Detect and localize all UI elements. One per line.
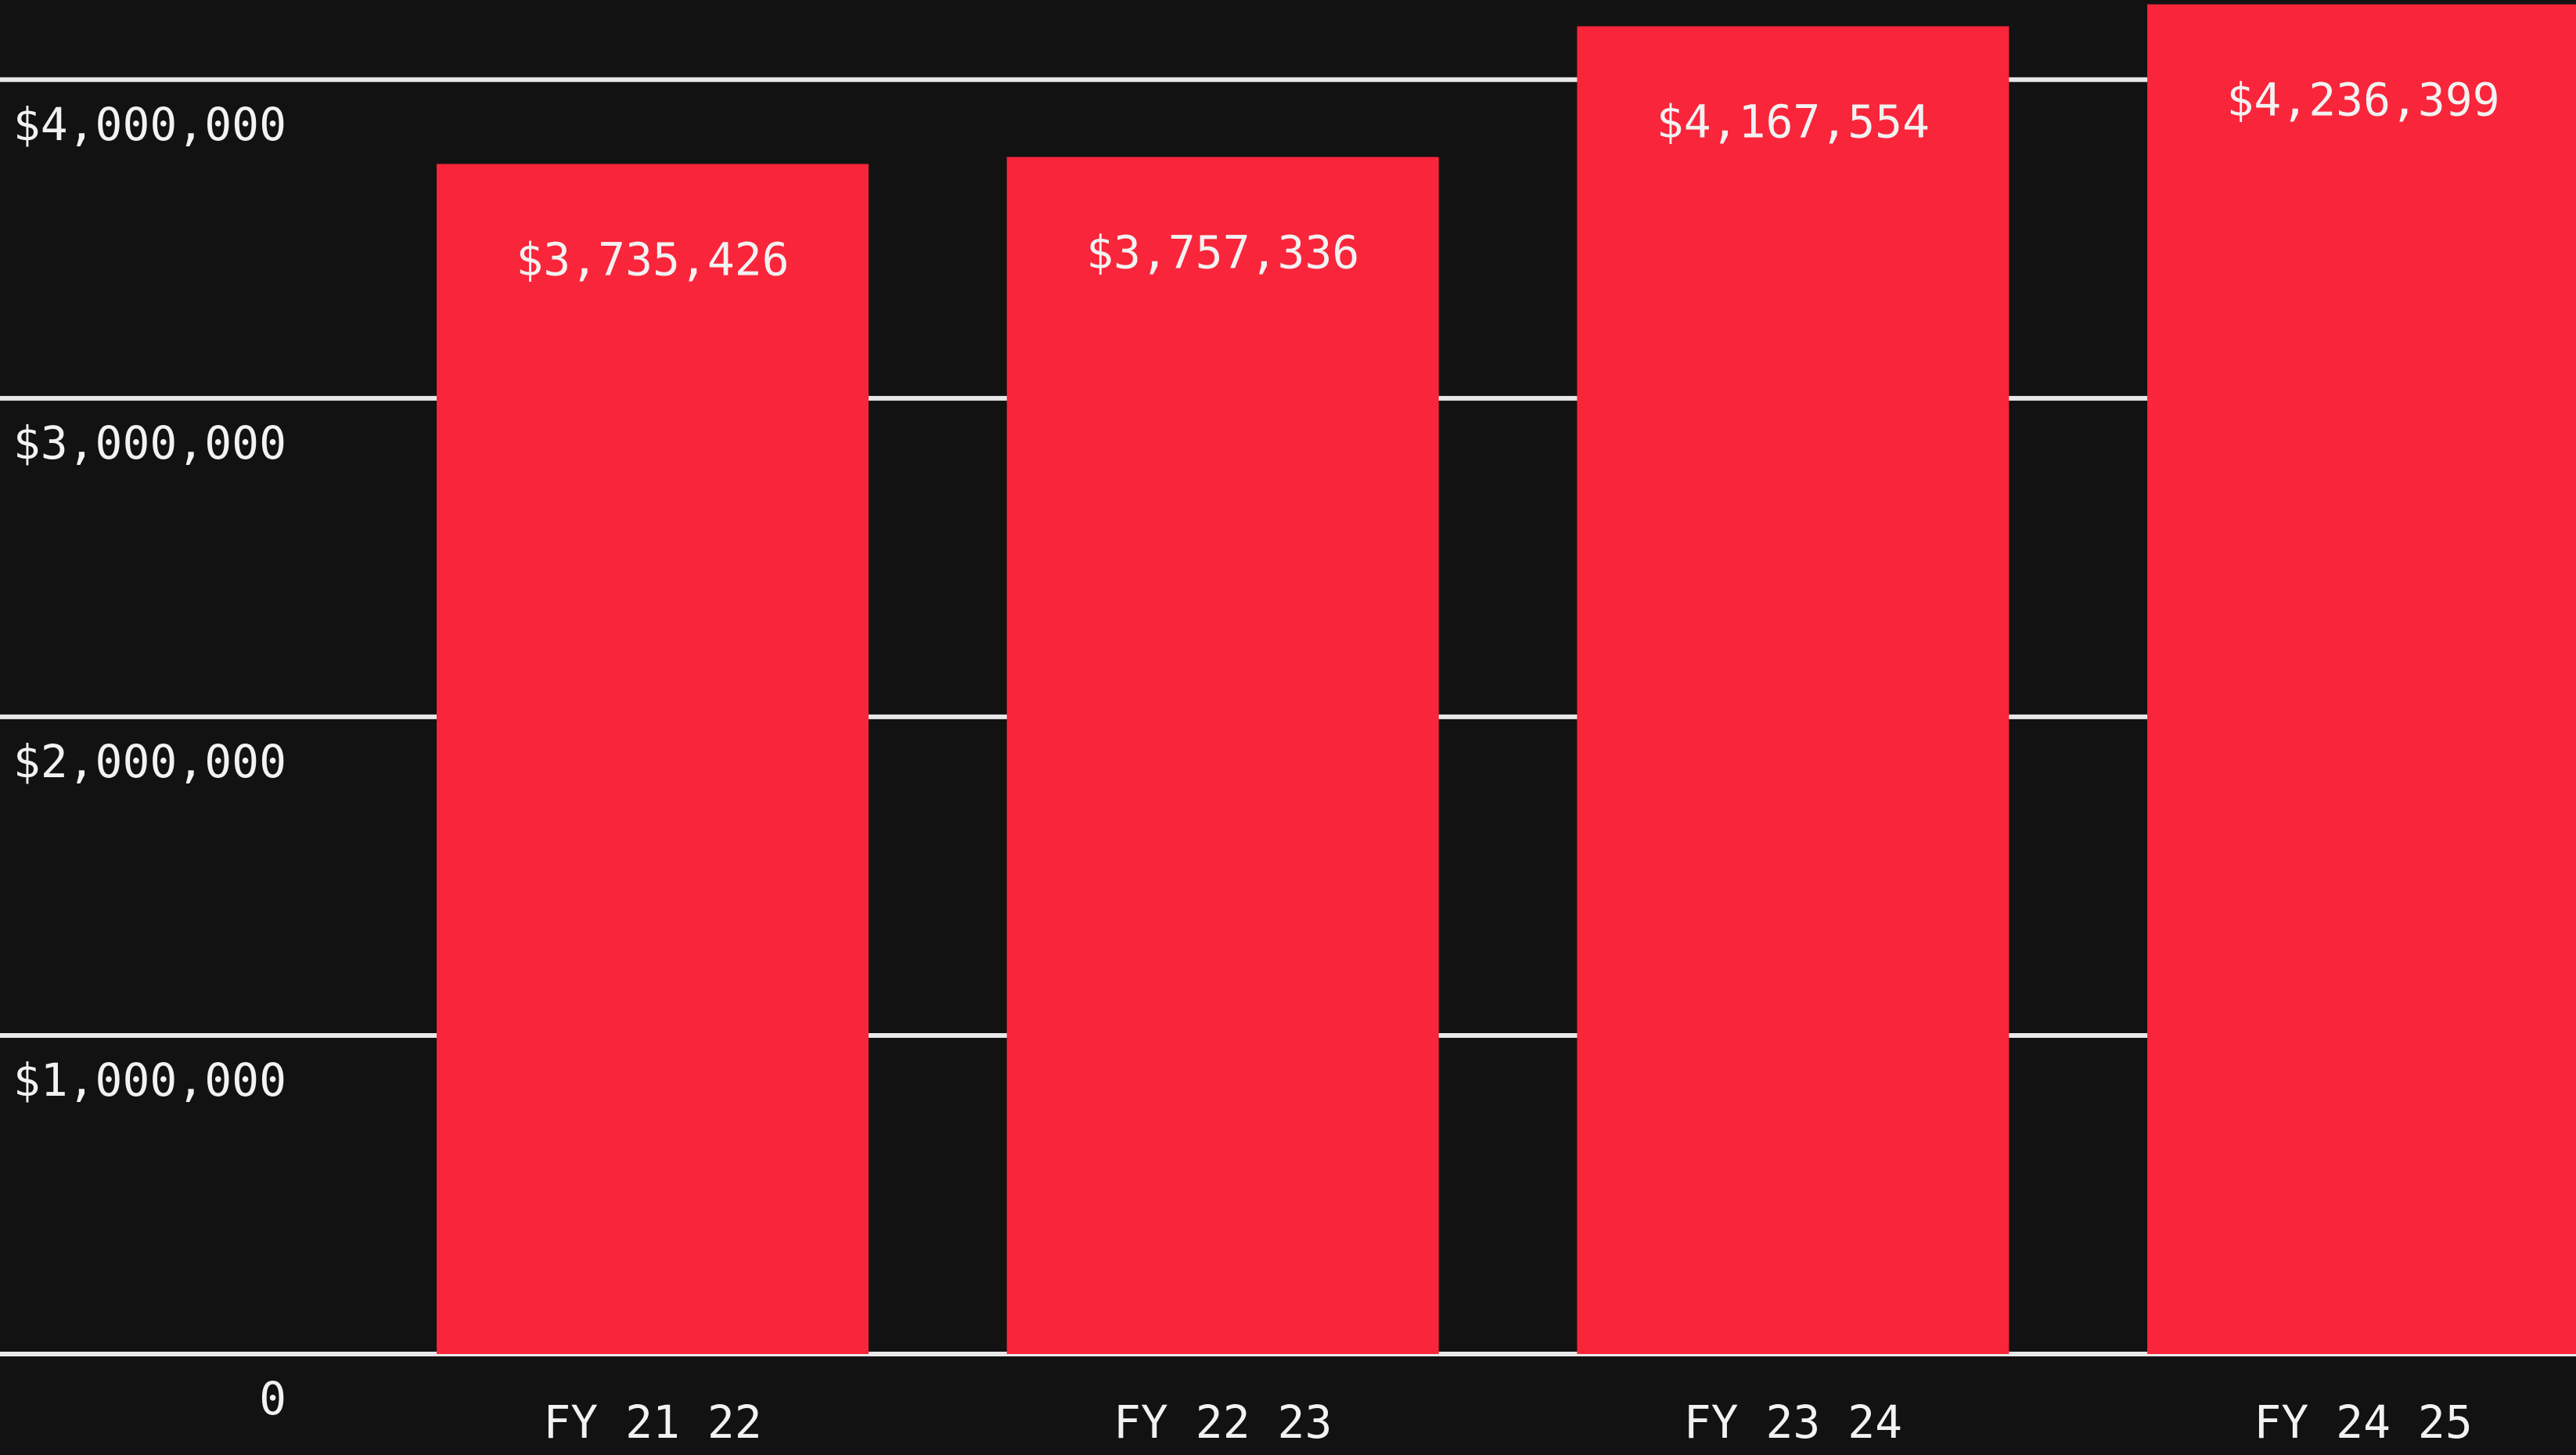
y-tick-label: $1,000,000 (13, 1053, 286, 1107)
value-label: $3,757,336 (1086, 226, 1359, 279)
x-tick-label: FY 21 22 (543, 1396, 761, 1449)
y-tick-label: $3,000,000 (13, 416, 286, 470)
y-tick-label: 0 (259, 1372, 286, 1425)
y-tick-label: $4,000,000 (13, 98, 286, 151)
x-tick-label: FY 23 24 (1684, 1396, 1902, 1449)
bar (1006, 157, 1439, 1355)
value-label: $3,735,426 (516, 233, 789, 286)
x-tick-label: FY 24 25 (2254, 1396, 2472, 1449)
y-tick-label: $2,000,000 (13, 735, 286, 788)
value-label: $4,167,554 (1657, 95, 1930, 149)
bar (437, 164, 869, 1354)
value-label: $4,236,399 (2226, 74, 2499, 127)
bar (2147, 4, 2576, 1355)
x-tick-label: FY 22 23 (1114, 1396, 1332, 1449)
bar (1577, 26, 2009, 1354)
